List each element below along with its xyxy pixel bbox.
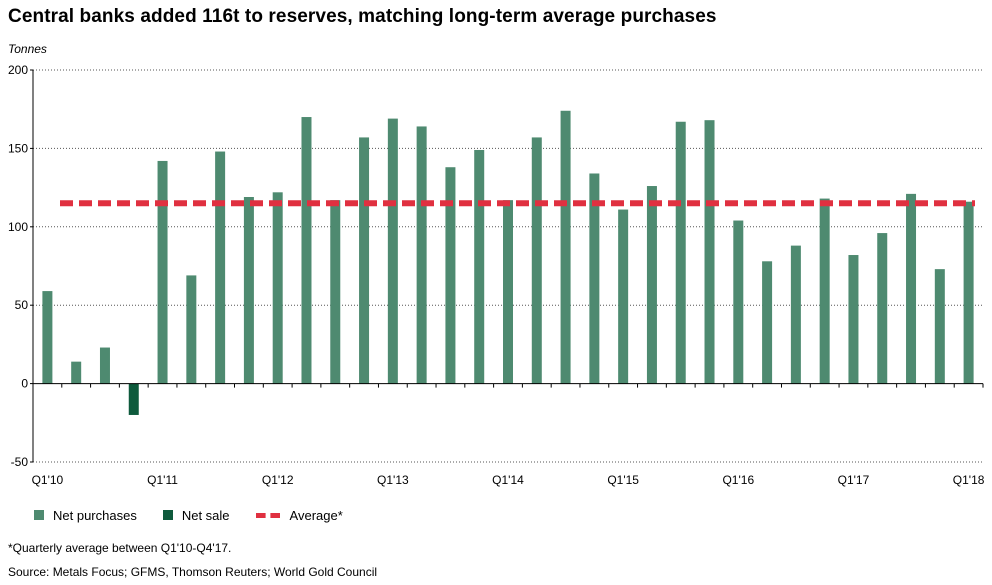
bar-net-purchases <box>243 197 254 384</box>
y-tick-label: 50 <box>15 298 29 312</box>
y-axis-unit-label: Tonnes <box>8 42 47 56</box>
bar-net-purchases <box>877 233 888 384</box>
legend-label-net-purchases: Net purchases <box>53 507 137 523</box>
bar-net-purchases <box>934 269 945 384</box>
bar-net-purchases <box>503 200 513 384</box>
bar-net-purchases <box>215 151 226 384</box>
x-tick-label: Q1'18 <box>953 473 985 487</box>
source-note: Source: Metals Focus; GFMS, Thomson Reut… <box>8 565 378 579</box>
bar-net-purchases <box>272 192 283 384</box>
bar-net-purchases <box>99 347 110 384</box>
y-tick-label: 0 <box>21 377 28 391</box>
bar-net-purchases <box>790 245 801 384</box>
bar-net-purchases <box>675 121 686 384</box>
x-tick-label: Q1'16 <box>722 473 754 487</box>
bar-net-purchases <box>474 149 485 384</box>
bar-net-purchases <box>762 261 773 384</box>
x-tick-label: Q1'12 <box>262 473 294 487</box>
bar-net-purchases <box>157 160 168 384</box>
bars <box>42 110 974 415</box>
bar-net-purchases <box>42 291 53 384</box>
y-tick-label: -50 <box>11 455 29 469</box>
bar-net-purchases <box>359 137 370 384</box>
legend-swatch-net-sale <box>162 510 173 520</box>
y-tick-label: 200 <box>8 63 28 77</box>
bar-net-purchases <box>416 126 427 384</box>
bar-net-purchases <box>531 137 542 384</box>
bar-net-purchases <box>704 120 715 384</box>
legend-item-average: Average* <box>255 507 343 523</box>
x-tick-label: Q1'17 <box>838 473 870 487</box>
x-tick-label: Q1'13 <box>377 473 409 487</box>
x-tick-label: Q1'15 <box>607 473 639 487</box>
bar-net-purchases <box>906 193 917 384</box>
x-tick-label: Q1'10 <box>32 473 64 487</box>
legend-item-net-sale: Net sale <box>162 507 230 523</box>
y-tick-label: 100 <box>8 220 28 234</box>
bar-net-purchases <box>589 173 600 384</box>
legend: Net purchases Net sale Average* <box>34 506 369 524</box>
legend-item-net-purchases: Net purchases <box>34 508 137 523</box>
bar-net-purchases <box>733 220 744 384</box>
bar-net-purchases <box>301 117 312 384</box>
legend-label-average: Average* <box>289 507 343 523</box>
legend-swatch-average <box>255 512 280 518</box>
bar-net-purchases <box>186 275 197 384</box>
y-tick-label: 150 <box>8 141 28 155</box>
bar-net-purchases <box>387 118 398 384</box>
bar-net-purchases <box>963 201 974 384</box>
bar-net-sale <box>128 383 139 415</box>
bar-net-purchases <box>330 200 341 384</box>
x-tick-label: Q1'11 <box>147 473 178 487</box>
bar-net-purchases <box>445 167 456 384</box>
footnote: *Quarterly average between Q1'10-Q4'17. <box>8 541 232 555</box>
bar-net-purchases <box>848 255 859 384</box>
bar-net-purchases <box>819 198 830 384</box>
tick-labels: -50 0 50 100 150 200 Q1'10 Q1'11 Q1'12 Q1'13 Q1'14… <box>8 63 985 487</box>
bar-net-purchases <box>618 209 629 384</box>
legend-label-net-sale: Net sale <box>181 507 230 523</box>
axes <box>30 69 984 463</box>
bar-net-purchases <box>646 186 657 384</box>
bar-chart: -50 0 50 100 150 200 Q1'10 Q1'11 Q1'12 Q1'13 Q1'14… <box>8 63 985 487</box>
bar-net-purchases <box>560 110 571 384</box>
chart-title: Central banks added 116t to reserves, ma… <box>8 6 717 27</box>
x-tick-label: Q1'14 <box>492 473 524 487</box>
legend-swatch-net-purchases <box>34 510 44 520</box>
bar-net-purchases <box>71 361 82 384</box>
